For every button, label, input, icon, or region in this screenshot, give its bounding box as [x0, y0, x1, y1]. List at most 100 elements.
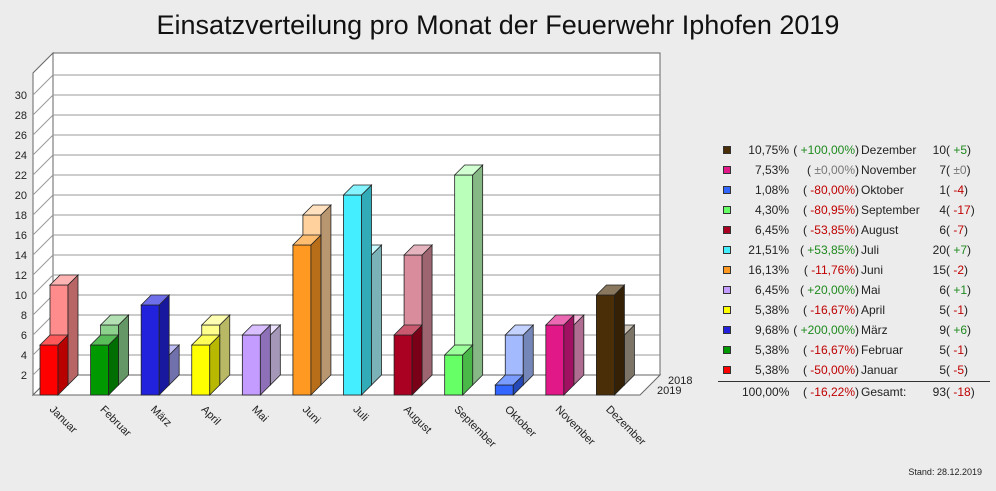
- y-tick-label: 6: [21, 330, 27, 342]
- legend-swatch: [723, 306, 731, 314]
- x-tick-label: Mai: [249, 404, 270, 425]
- legend-month: März: [861, 323, 888, 337]
- x-tick-label: März: [148, 404, 174, 430]
- legend-swatch: [723, 206, 731, 214]
- series-label-2018: 2018: [668, 375, 692, 387]
- legend-month: Dezember: [861, 143, 917, 157]
- legend-month: Mai: [861, 283, 881, 297]
- legend-percent: 4,30%: [754, 203, 789, 217]
- legend-total-change: ( -16,22%): [802, 385, 859, 399]
- legend-delta: ( -4): [946, 183, 969, 197]
- legend-percent: 21,51%: [748, 243, 789, 257]
- x-tick-label: Februar: [97, 404, 133, 440]
- legend-change: ( -11,76%): [803, 263, 859, 277]
- legend-change: ( +20,00%): [799, 283, 859, 297]
- legend-delta: ( +7): [946, 243, 972, 257]
- y-tick-label: 22: [15, 170, 27, 182]
- bar-2019: [140, 294, 171, 396]
- legend-delta: ( +6): [946, 323, 972, 337]
- legend-count: 10: [932, 143, 946, 157]
- bar-2019: [494, 374, 525, 396]
- gridline: [32, 214, 54, 236]
- bar-2018: [504, 324, 535, 386]
- legend-month: April: [861, 303, 886, 317]
- x-tick-label: April: [199, 404, 223, 428]
- legend-month: Januar: [861, 363, 898, 377]
- bar-2019: [393, 324, 424, 396]
- legend-row: 7,53% ( ±0,00%) November 7( ±0): [718, 160, 990, 180]
- legend-total-delta: ( -18): [946, 385, 975, 399]
- bar-2019: [241, 324, 272, 396]
- legend-change: ( +200,00%): [793, 323, 859, 337]
- legend-change: ( +100,00%): [793, 143, 859, 157]
- legend-month: Juli: [861, 243, 880, 257]
- chart-title: Einsatzverteilung pro Monat der Feuerweh…: [156, 10, 840, 40]
- y-tick-label: 26: [15, 130, 27, 142]
- y-tick-label: 28: [15, 110, 27, 122]
- y-tick-label: 2: [21, 370, 27, 382]
- legend-percent: 5,38%: [754, 343, 789, 357]
- legend: 10,75% ( +100,00%) Dezember 10( +5) 7,53% ( ±…: [718, 140, 990, 402]
- y-tick-label: 10: [15, 290, 27, 302]
- legend-row: 4,30% ( -80,95%) September 4( -17): [718, 200, 990, 220]
- bar-2019: [544, 314, 575, 396]
- x-tick-label: Januar: [47, 404, 80, 437]
- legend-swatch: [723, 286, 731, 294]
- legend-percent: 6,45%: [754, 283, 789, 297]
- gridline: [32, 94, 54, 116]
- legend-change: ( -80,00%): [802, 183, 859, 197]
- legend-month: Juni: [861, 263, 884, 277]
- legend-percent: 6,45%: [754, 223, 789, 237]
- x-tick-label: Dezember: [603, 404, 648, 449]
- legend-delta: ( -5): [946, 363, 969, 377]
- legend-change: ( +53,85%): [799, 243, 859, 257]
- y-tick-label: 30: [15, 90, 27, 102]
- legend-row: 6,45% ( -53,85%) August 6( -7): [718, 220, 990, 240]
- bar-2019: [190, 334, 221, 396]
- legend-change: ( -53,85%): [802, 223, 859, 237]
- bar-2019: [39, 334, 69, 396]
- legend-percent: 5,38%: [754, 303, 789, 317]
- legend-count: 6: [939, 223, 946, 237]
- legend-swatch: [723, 366, 731, 374]
- gridline: [32, 174, 54, 196]
- legend-percent: 9,68%: [754, 323, 789, 337]
- bar-2019: [342, 184, 373, 396]
- legend-swatch: [723, 166, 731, 174]
- legend-row: 9,68% ( +200,00%) März 9( +6): [718, 320, 990, 340]
- gridline: [32, 254, 54, 276]
- legend-change: ( -50,00%): [802, 363, 859, 377]
- legend-percent: 5,38%: [754, 363, 789, 377]
- legend-percent: 10,75%: [748, 143, 789, 157]
- x-tick-label: Juli: [350, 404, 370, 424]
- legend-percent: 7,53%: [754, 163, 789, 177]
- y-tick-label: 24: [15, 150, 27, 162]
- legend-count: 15: [932, 263, 946, 277]
- legend-row: 5,38% ( -16,67%) April 5( -1): [718, 300, 990, 320]
- gridline: [32, 114, 54, 136]
- legend-month: November: [861, 163, 917, 177]
- stand-date: Stand: 28.12.2019: [908, 467, 982, 477]
- legend-delta: ( -2): [946, 263, 969, 277]
- x-tick-label: Oktober: [502, 404, 538, 440]
- legend-row: 10,75% ( +100,00%) Dezember 10( +5): [718, 140, 990, 160]
- y-tick-label: 4: [21, 350, 27, 362]
- legend-delta: ( -7): [946, 223, 969, 237]
- gridline: [32, 274, 54, 296]
- legend-row: 21,51% ( +53,85%) Juli 20( +7): [718, 240, 990, 260]
- legend-swatch: [723, 246, 731, 254]
- y-tick-label: 12: [15, 270, 27, 282]
- legend-swatch: [723, 226, 731, 234]
- bar-2018: [453, 164, 484, 386]
- legend-change: ( -16,67%): [802, 343, 859, 357]
- legend-total-count: 93: [932, 385, 946, 399]
- legend-count: 7: [939, 163, 946, 177]
- legend-month: Oktober: [861, 183, 904, 197]
- x-tick-label: Juni: [300, 404, 323, 427]
- legend-month: August: [861, 223, 899, 237]
- legend-percent: 1,08%: [754, 183, 789, 197]
- legend-delta: ( -17): [946, 203, 975, 217]
- legend-row: 6,45% ( +20,00%) Mai 6( +1): [718, 280, 990, 300]
- x-tick-label: September: [452, 404, 499, 451]
- legend-swatch: [723, 346, 731, 354]
